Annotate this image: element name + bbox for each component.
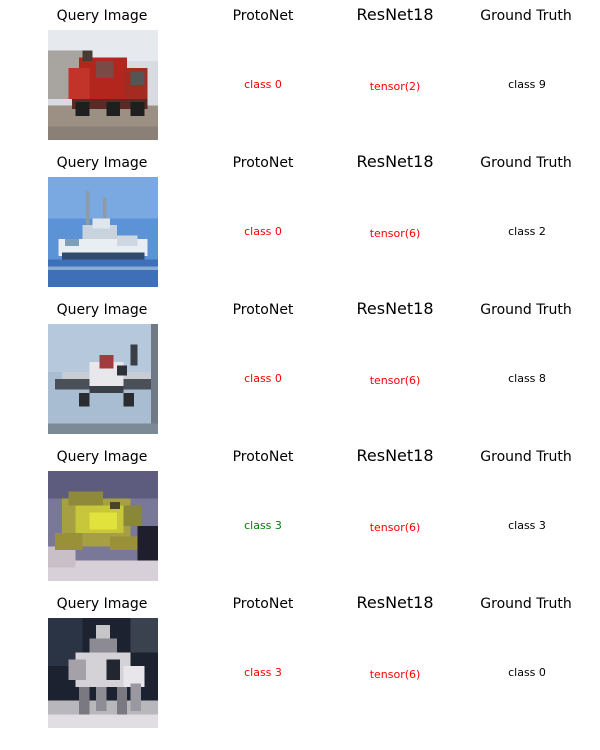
resnet-header: ResNet18	[356, 299, 434, 318]
ground-truth-header: Ground Truth	[480, 155, 572, 171]
protonet-prediction: class 0	[244, 225, 282, 238]
query-image-header: Query Image	[56, 449, 148, 465]
boat-image	[48, 177, 158, 287]
ground-truth-label: class 2	[508, 225, 546, 238]
query-image-header: Query Image	[56, 302, 148, 318]
result-row: Query Image ProtoNet ResNet18 Ground Tru…	[0, 441, 600, 588]
ground-truth-header: Ground Truth	[480, 596, 572, 612]
query-image-header: Query Image	[56, 596, 148, 612]
resnet-header: ResNet18	[356, 5, 434, 24]
resnet-header: ResNet18	[356, 152, 434, 171]
protonet-header: ProtoNet	[232, 449, 294, 465]
resnet-prediction: tensor(6)	[369, 374, 421, 387]
result-row: Query Image ProtoNet ResNet18 Ground Tru…	[0, 147, 600, 294]
ground-truth-label: class 9	[508, 78, 546, 91]
ground-truth-label: class 8	[508, 372, 546, 385]
red-truck-image	[48, 30, 158, 140]
query-image-header: Query Image	[56, 8, 148, 24]
result-row: Query Image ProtoNet ResNet18 Ground Tru…	[0, 294, 600, 441]
protonet-header: ProtoNet	[232, 596, 294, 612]
result-row: Query Image ProtoNet ResNet18 Ground Tru…	[0, 588, 600, 735]
resnet-prediction: tensor(6)	[369, 668, 421, 681]
protonet-header: ProtoNet	[232, 302, 294, 318]
ground-truth-header: Ground Truth	[480, 302, 572, 318]
resnet-prediction: tensor(6)	[369, 521, 421, 534]
airplane-image	[48, 324, 158, 434]
protonet-header: ProtoNet	[232, 155, 294, 171]
resnet-header: ResNet18	[356, 446, 434, 465]
query-image-header: Query Image	[56, 155, 148, 171]
protonet-prediction: class 0	[244, 78, 282, 91]
resnet-prediction: tensor(2)	[369, 80, 421, 93]
protonet-header: ProtoNet	[232, 8, 294, 24]
resnet-prediction: tensor(6)	[369, 227, 421, 240]
protonet-prediction: class 3	[244, 666, 282, 679]
frog-image	[48, 471, 158, 581]
ground-truth-header: Ground Truth	[480, 449, 572, 465]
resnet-header: ResNet18	[356, 593, 434, 612]
ground-truth-label: class 0	[508, 666, 546, 679]
protonet-prediction: class 0	[244, 372, 282, 385]
horse-rider-image	[48, 618, 158, 728]
protonet-prediction: class 3	[244, 519, 282, 532]
result-row: Query Image ProtoNet ResNet18 Ground Tru…	[0, 0, 600, 147]
ground-truth-label: class 3	[508, 519, 546, 532]
ground-truth-header: Ground Truth	[480, 8, 572, 24]
